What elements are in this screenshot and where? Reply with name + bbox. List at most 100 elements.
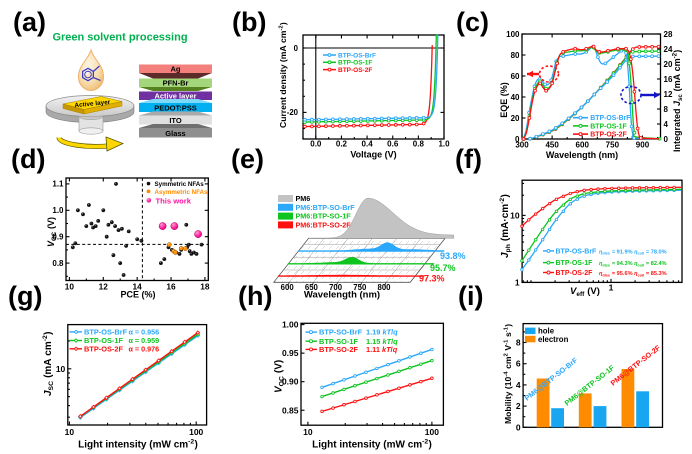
svg-text:BTP-OS-1F: BTP-OS-1F: [556, 260, 594, 267]
svg-text:(c): (c): [456, 7, 489, 37]
svg-text:(b): (b): [232, 7, 266, 37]
svg-text:93.8%: 93.8%: [440, 251, 466, 261]
svg-text:95.7%: 95.7%: [430, 263, 456, 273]
svg-text:Wavelength (nm): Wavelength (nm): [546, 150, 618, 160]
svg-text:PM6:BTP-SO-2F: PM6:BTP-SO-2F: [296, 220, 352, 229]
svg-text:0.2: 0.2: [336, 140, 348, 149]
svg-text:BTP-SO-BrF: BTP-SO-BrF: [319, 328, 363, 337]
svg-text:BTP-OS-BrF: BTP-OS-BrF: [590, 115, 630, 122]
svg-text:0.90: 0.90: [282, 377, 299, 387]
svg-text:0.4: 0.4: [362, 140, 374, 149]
svg-text:BTP-OS-2F: BTP-OS-2F: [590, 132, 626, 139]
svg-text:PEDOT:PSS: PEDOT:PSS: [154, 103, 197, 112]
svg-text:1.11 kT/q: 1.11 kT/q: [366, 345, 398, 354]
svg-text:(f): (f): [455, 144, 482, 174]
svg-text:16: 16: [664, 75, 673, 84]
svg-text:1.00: 1.00: [282, 320, 299, 330]
svg-text:600: 600: [281, 283, 295, 292]
svg-text:1.0: 1.0: [52, 206, 64, 215]
svg-text:PM6:BTP-SO-1F: PM6:BTP-SO-1F: [296, 212, 352, 221]
svg-text:0.8: 0.8: [413, 140, 425, 149]
svg-text:PCE (%): PCE (%): [120, 290, 155, 300]
svg-text:750: 750: [606, 141, 620, 150]
svg-text:300: 300: [515, 141, 529, 150]
svg-text:0.95: 0.95: [282, 348, 299, 358]
svg-text:97.3%: 97.3%: [419, 274, 445, 284]
svg-text:1.15 kT/q: 1.15 kT/q: [366, 337, 398, 346]
svg-text:ηdiss = 94.3% ηcoll = 82.4%: ηdiss = 94.3% ηcoll = 82.4%: [599, 261, 667, 267]
svg-text:1.19 kT/q: 1.19 kT/q: [366, 328, 398, 337]
svg-text:BTP-OS-2F: BTP-OS-2F: [84, 344, 123, 353]
svg-text:6: 6: [516, 359, 521, 369]
svg-text:BTP-OS-BrF: BTP-OS-BrF: [338, 52, 376, 59]
svg-text:Veff (V): Veff (V): [570, 286, 600, 298]
svg-text:This work: This work: [156, 196, 192, 205]
svg-text:BTP-OS-BrF: BTP-OS-BrF: [556, 249, 598, 256]
svg-text:Ag: Ag: [171, 64, 181, 73]
svg-text:ITO: ITO: [169, 116, 182, 125]
svg-text:20: 20: [664, 60, 673, 69]
svg-text:(a): (a): [13, 7, 46, 37]
svg-text:Asymmetric NFAs: Asymmetric NFAs: [155, 189, 209, 196]
svg-text:4: 4: [516, 380, 521, 390]
svg-text:1.1: 1.1: [52, 180, 64, 189]
svg-text:0.85: 0.85: [282, 405, 299, 415]
svg-text:VOC (V): VOC (V): [46, 217, 58, 247]
svg-text:0.6: 0.6: [387, 140, 399, 149]
svg-text:BTP-OS-2F: BTP-OS-2F: [338, 67, 372, 74]
svg-text:VOC (V): VOC (V): [274, 360, 286, 393]
svg-text:0.9: 0.9: [52, 233, 64, 242]
svg-text:Active layer: Active layer: [154, 91, 196, 100]
svg-text:(h): (h): [238, 281, 272, 311]
svg-text:PFN-Br: PFN-Br: [163, 78, 189, 87]
svg-text:Voltage (V): Voltage (V): [350, 150, 396, 160]
svg-text:BTP-SO-2F: BTP-SO-2F: [319, 345, 358, 354]
svg-text:650: 650: [305, 283, 319, 292]
svg-text:Wavelength (nm): Wavelength (nm): [304, 290, 380, 301]
svg-text:α = 0.976: α = 0.976: [129, 344, 160, 353]
svg-text:Jph (mA·cm-2 ): Jph (mA·cm-2 ): [499, 194, 512, 258]
svg-text:(d): (d): [11, 144, 45, 174]
svg-text:Current density (mA cm-2 ): Current density (mA cm-2 ): [278, 22, 288, 128]
svg-text:(e): (e): [231, 144, 264, 174]
svg-text:BTP-OS-1F: BTP-OS-1F: [338, 60, 372, 67]
svg-text:4: 4: [664, 120, 669, 129]
svg-text:1: 1: [609, 283, 614, 293]
svg-text:1.0: 1.0: [438, 140, 450, 149]
svg-text:0: 0: [516, 422, 521, 432]
svg-text:100: 100: [425, 427, 439, 437]
svg-text:1: 1: [515, 277, 520, 287]
svg-text:(g): (g): [8, 281, 42, 311]
svg-text:60: 60: [511, 72, 520, 81]
svg-text:0.0: 0.0: [310, 140, 322, 149]
svg-text:BTP-OS-2F: BTP-OS-2F: [556, 270, 594, 277]
svg-text:900: 900: [636, 141, 650, 150]
svg-text:α = 0.956: α = 0.956: [129, 328, 160, 337]
svg-text:12: 12: [664, 90, 673, 99]
svg-text:hole: hole: [538, 327, 555, 336]
svg-text:PM6@BTP-SO-2F: PM6@BTP-SO-2F: [609, 343, 663, 388]
svg-text:2: 2: [516, 401, 521, 411]
svg-text:0: 0: [664, 135, 669, 144]
svg-text:450: 450: [545, 141, 559, 150]
svg-text:10: 10: [303, 427, 313, 437]
svg-text:10: 10: [65, 282, 75, 292]
svg-text:EQE (%): EQE (%): [499, 82, 509, 118]
svg-text:700: 700: [329, 283, 343, 292]
svg-text:Integrated Jsc (mA cm-2 ): Integrated Jsc (mA cm-2 ): [672, 50, 684, 152]
svg-text:80: 80: [511, 51, 520, 60]
svg-text:BTP-SO-1F: BTP-SO-1F: [319, 337, 358, 346]
svg-text:BTP-OS-1F: BTP-OS-1F: [590, 123, 626, 130]
svg-text:100: 100: [506, 30, 520, 39]
svg-text:BTP-OS-BrF: BTP-OS-BrF: [84, 328, 128, 337]
svg-text:Mobility (10-4 cm2 V-1 s-1: Mobility (10-4 cm2 V-1 s-1 ): [503, 324, 513, 424]
svg-text:40: 40: [511, 93, 520, 102]
svg-text:8: 8: [664, 105, 669, 114]
svg-text:Glass: Glass: [165, 129, 185, 138]
svg-text:10: 10: [56, 364, 66, 374]
svg-text:20: 20: [511, 114, 520, 123]
svg-text:Light intensity (mW cm-2 ): Light intensity (mW cm-2 ): [78, 439, 198, 451]
svg-text:ηdiss = 95.6% ηcoll = 85.3%: ηdiss = 95.6% ηcoll = 85.3%: [599, 271, 667, 277]
svg-text:electron: electron: [538, 335, 569, 344]
svg-text:10: 10: [65, 427, 75, 437]
